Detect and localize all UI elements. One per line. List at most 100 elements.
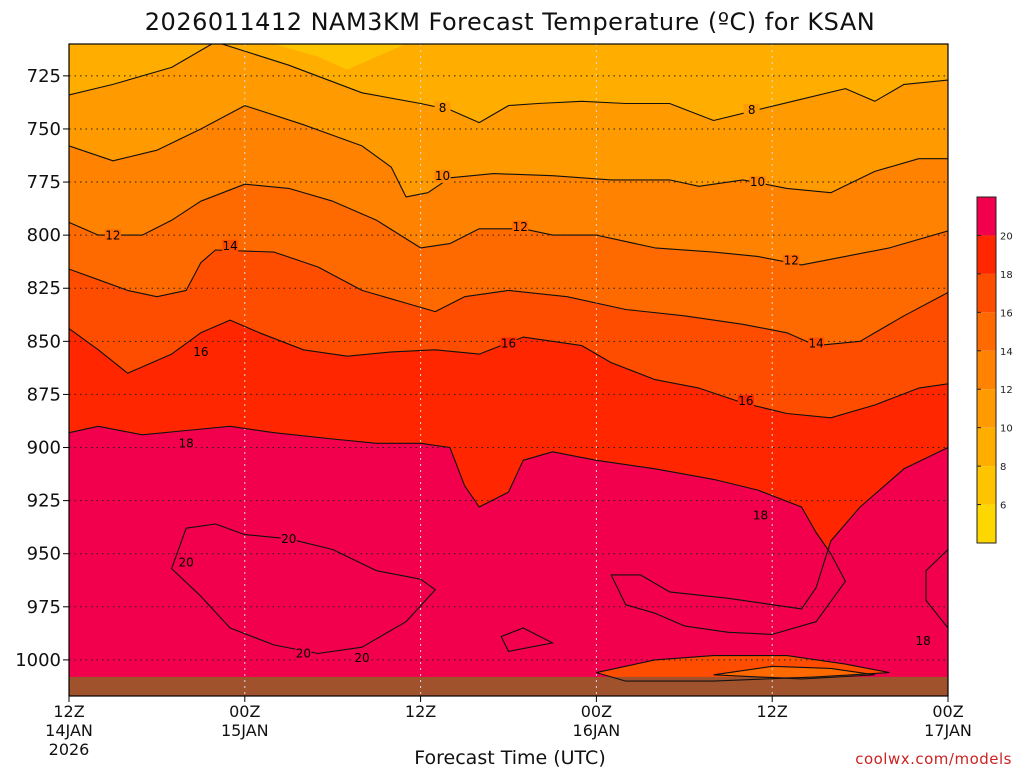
x-tick-label-60-0: 00Z [932, 702, 963, 721]
x-axis-label: Forecast Time (UTC) [414, 747, 605, 768]
contour-line-18 [69, 425, 948, 635]
y-tick-label-875: 875 [27, 384, 61, 405]
colorbar-tick-label-6: 6 [1000, 501, 1006, 512]
y-axis: 725 750 775 800 825 850 875 900 925 950 975 1000 [15, 66, 69, 671]
contour-label-12-1: 12 [513, 220, 528, 234]
colorbar: 6 8 10 12 14 16 18 20 [976, 196, 1013, 544]
contour-label-18-0: 18 [179, 436, 194, 450]
colorbar-segment-20 [977, 197, 996, 236]
terrain [69, 676, 948, 696]
x-tick-label-0-1: 14JAN [45, 721, 93, 740]
contour-label-20-3: 20 [354, 651, 369, 665]
colorbar-tick-label-14: 14 [1000, 347, 1013, 358]
y-tick-label-725: 725 [27, 66, 61, 87]
contour-label-bg [295, 647, 312, 661]
contour-label-16-0: 16 [193, 345, 208, 359]
colorbar-tick-label-12: 12 [1000, 385, 1013, 396]
contour-label-bg [737, 394, 754, 408]
x-tick-label-12-0: 00Z [229, 702, 260, 721]
grid-lines [69, 44, 948, 696]
contour-label-18-1: 18 [753, 509, 768, 523]
contour-outline-fill-pocket-20-east [925, 548, 948, 629]
contour-lines [69, 44, 948, 682]
fill-pocket-20-mid [501, 628, 553, 652]
contour-outline-fill-pocket-cool-surface [596, 655, 890, 682]
contour-label-bg [434, 169, 451, 183]
contour-label-12-2: 12 [784, 254, 799, 268]
x-tick-label-24-0: 12Z [405, 702, 436, 721]
y-tick-label-825: 825 [27, 278, 61, 299]
contour-label-bg [749, 176, 766, 190]
contour-label-10-1: 10 [750, 175, 765, 189]
contour-label-18-2: 18 [915, 634, 930, 648]
contour-line-16 [69, 319, 948, 419]
credit-text: coolwx.com/models [855, 750, 1012, 768]
fill-pocket-20-east [926, 549, 948, 628]
colorbar-segment-14 [977, 312, 996, 351]
y-tick-label-925: 925 [27, 491, 61, 512]
x-tick-label-36-1: 16JAN [573, 721, 621, 740]
contour-line-14 [69, 249, 948, 347]
contour-label-bg [222, 239, 239, 253]
colorbar-segment-4 [977, 504, 996, 543]
contour-label-bg [434, 101, 451, 115]
chart-title: 2026011412 NAM3KM Forecast Temperature (… [145, 8, 875, 36]
x-tick-label-36-0: 00Z [581, 702, 612, 721]
x-tick-label-12-1: 15JAN [221, 721, 269, 740]
contour-label-bg [178, 556, 195, 570]
colorbar-segment-10 [977, 389, 996, 428]
plot-area: 8 8 10 10 12 12 12 14 14 16 16 16 18 18 18 20 20 20 20 [69, 44, 948, 696]
contour-label-10-0: 10 [435, 169, 450, 183]
contour-label-8-1: 8 [748, 103, 756, 117]
contour-label-bg [743, 103, 760, 117]
contour-line-12 [69, 183, 948, 266]
contour-label-16-2: 16 [738, 394, 753, 408]
contour-labels: 8 8 10 10 12 12 12 14 14 16 16 16 18 18 18 20 20 20 20 [104, 101, 932, 665]
colorbar-segment-12 [977, 350, 996, 390]
colorbar-segment-6 [977, 466, 996, 505]
contour-label-20-1: 20 [179, 555, 194, 569]
contour-label-16-1: 16 [501, 337, 516, 351]
contour-label-12-0: 12 [105, 228, 120, 242]
fill-pocket-warm-lowleft [69, 638, 289, 682]
contour-label-14-1: 14 [809, 337, 824, 351]
colorbar-tick-label-20: 20 [1000, 231, 1013, 242]
contour-label-8-0: 8 [439, 101, 447, 115]
temperature-fills [69, 44, 948, 696]
colorbar-segment-18 [977, 235, 996, 274]
y-tick-label-1000: 1000 [15, 650, 61, 671]
contour-label-bg [808, 337, 825, 351]
contour-outline-fill-pocket-cooler-surface [713, 665, 875, 680]
contour-label-bg [752, 509, 769, 523]
contour-outline-fill-pocket-20-mid [500, 627, 555, 653]
colorbar-tick-label-16: 16 [1000, 308, 1013, 319]
x-tick-label-0-0: 12Z [53, 702, 84, 721]
contour-label-bg [178, 437, 195, 451]
contour-label-bg [280, 532, 297, 546]
y-tick-label-900: 900 [27, 438, 61, 459]
x-tick-label-0-2: 2026 [49, 740, 90, 759]
y-tick-label-775: 775 [27, 172, 61, 193]
y-tick-label-850: 850 [27, 331, 61, 352]
contour-label-bg [354, 651, 370, 665]
fill-band-4-6 [274, 44, 406, 70]
x-tick-label-48-0: 12Z [757, 702, 788, 721]
plot-frame [68, 43, 949, 697]
colorbar-tick-label-10: 10 [1000, 424, 1013, 435]
colorbar-frame [976, 196, 997, 544]
contour-label-20-2: 20 [296, 647, 311, 661]
y-tick-label-750: 750 [27, 119, 61, 140]
colorbar-segment-16 [977, 273, 996, 313]
colorbar-tick-label-8: 8 [1000, 462, 1006, 473]
contour-label-bg [512, 220, 529, 234]
contour-line-20 [171, 523, 436, 655]
x-tick-label-60-1: 17JAN [924, 721, 972, 740]
contour-label-bg [915, 634, 932, 648]
contour-line-10 [69, 105, 948, 198]
y-tick-label-975: 975 [27, 597, 61, 618]
contour-label-20-0: 20 [281, 532, 296, 546]
contour-label-bg [500, 337, 517, 351]
fill-band-20 [171, 524, 436, 654]
